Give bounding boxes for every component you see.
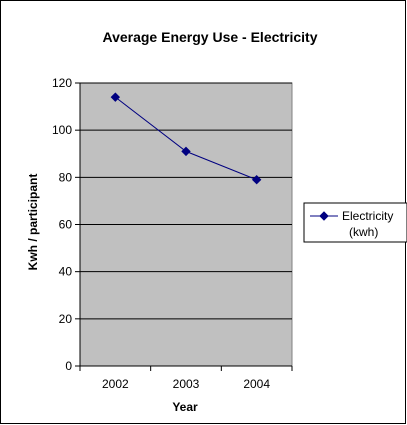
legend: Electricity (kwh) — [303, 202, 407, 243]
series-layer — [110, 92, 262, 185]
data-point — [251, 174, 262, 185]
y-tick-label: 60 — [59, 218, 73, 232]
y-tick-label: 120 — [52, 76, 72, 90]
y-tick-label: 100 — [52, 123, 72, 137]
chart-title: Average Energy Use - Electricity — [102, 29, 317, 45]
y-tick-label: 20 — [59, 312, 73, 326]
legend-label-line-1: Electricity — [342, 209, 393, 223]
x-tick-label: 2002 — [102, 377, 129, 391]
y-tick-label: 40 — [59, 265, 73, 279]
y-axis-title: Kwh / participant — [26, 174, 40, 271]
legend-label-line-2: (kwh) — [349, 225, 378, 239]
data-point — [110, 92, 121, 102]
x-axis-title: Year — [172, 400, 198, 414]
plot-area — [79, 82, 293, 367]
x-tick-label: 2003 — [173, 377, 200, 391]
y-tick-label: 0 — [65, 359, 72, 373]
axis-ticks: 0 20 40 60 80 100 120 2002 2003 2004 — [52, 76, 293, 391]
data-point — [181, 146, 191, 157]
y-tick-label: 80 — [59, 170, 73, 184]
legend-marker-sample — [319, 211, 329, 221]
legend-box — [303, 202, 407, 243]
x-tick-label: 2004 — [243, 377, 270, 391]
